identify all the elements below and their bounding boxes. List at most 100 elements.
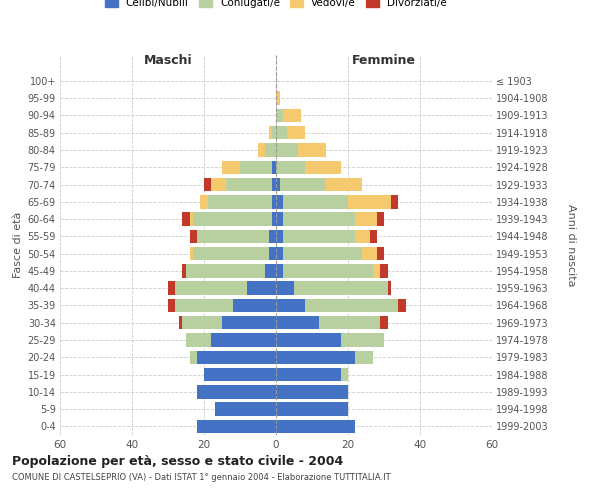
Bar [355,230,370,243]
Bar [298,144,326,156]
Bar [240,160,272,174]
Bar [391,195,398,208]
Bar [175,298,233,312]
Bar [168,282,175,295]
Bar [276,212,283,226]
Bar [280,178,326,192]
Bar [197,420,276,433]
Bar [190,247,193,260]
Bar [168,298,175,312]
Bar [233,298,276,312]
Bar [272,212,276,226]
Bar [276,160,305,174]
Bar [190,350,197,364]
Bar [269,230,276,243]
Text: Femmine: Femmine [352,54,416,67]
Text: Maschi: Maschi [143,54,193,67]
Bar [175,282,247,295]
Bar [193,247,269,260]
Bar [276,334,341,346]
Bar [204,368,276,382]
Bar [276,316,319,330]
Bar [283,212,355,226]
Text: COMUNE DI CASTELSEPRIO (VA) - Dati ISTAT 1° gennaio 2004 - Elaborazione TUTTITAL: COMUNE DI CASTELSEPRIO (VA) - Dati ISTAT… [12,472,391,482]
Bar [186,264,265,278]
Bar [305,160,341,174]
Bar [276,108,283,122]
Bar [182,316,222,330]
Bar [276,126,287,140]
Bar [319,316,380,330]
Bar [341,368,348,382]
Bar [283,247,362,260]
Bar [326,178,362,192]
Bar [190,212,193,226]
Bar [179,316,182,330]
Bar [341,334,384,346]
Bar [276,264,283,278]
Bar [276,247,283,260]
Bar [398,298,406,312]
Bar [269,247,276,260]
Bar [276,144,298,156]
Bar [204,178,211,192]
Bar [377,247,384,260]
Bar [276,420,355,433]
Bar [272,160,276,174]
Bar [276,385,348,398]
Y-axis label: Anni di nascita: Anni di nascita [566,204,575,286]
Bar [200,195,208,208]
Bar [211,178,226,192]
Bar [388,282,391,295]
Bar [269,126,272,140]
Bar [348,195,391,208]
Bar [197,350,276,364]
Bar [377,212,384,226]
Bar [355,350,373,364]
Bar [247,282,276,295]
Bar [222,160,240,174]
Bar [272,126,276,140]
Bar [276,402,348,416]
Bar [276,282,294,295]
Bar [380,316,388,330]
Bar [272,195,276,208]
Bar [265,264,276,278]
Bar [276,298,305,312]
Bar [197,385,276,398]
Bar [276,178,280,192]
Bar [186,334,211,346]
Text: Popolazione per età, sesso e stato civile - 2004: Popolazione per età, sesso e stato civil… [12,455,343,468]
Bar [276,230,283,243]
Legend: Celibi/Nubili, Coniugati/e, Vedovi/e, Divorziati/e: Celibi/Nubili, Coniugati/e, Vedovi/e, Di… [101,0,451,12]
Bar [197,230,269,243]
Bar [193,212,272,226]
Bar [283,230,355,243]
Bar [305,298,398,312]
Bar [182,264,186,278]
Bar [370,230,377,243]
Bar [276,195,283,208]
Bar [276,350,355,364]
Bar [265,144,276,156]
Bar [208,195,272,208]
Bar [258,144,265,156]
Bar [215,402,276,416]
Bar [182,212,190,226]
Bar [373,264,380,278]
Bar [222,316,276,330]
Bar [190,230,197,243]
Bar [272,178,276,192]
Bar [380,264,388,278]
Bar [294,282,388,295]
Bar [211,334,276,346]
Bar [276,92,280,105]
Bar [355,212,377,226]
Bar [283,108,301,122]
Bar [276,368,341,382]
Bar [226,178,272,192]
Y-axis label: Fasce di età: Fasce di età [13,212,23,278]
Bar [362,247,377,260]
Bar [283,195,348,208]
Bar [283,264,373,278]
